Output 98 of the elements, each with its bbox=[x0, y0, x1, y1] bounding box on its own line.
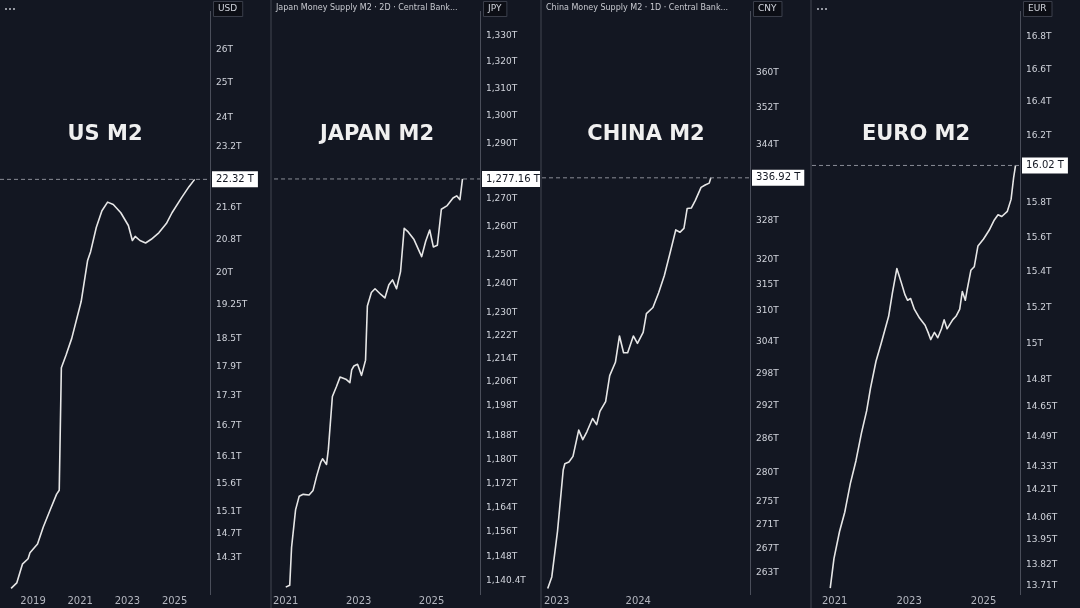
y-tick-label: 1,164T bbox=[486, 502, 518, 513]
y-tick-label: 26T bbox=[216, 44, 234, 55]
y-tick-label: 14.49T bbox=[1026, 430, 1058, 441]
ref-line-label: 1,277.16 T bbox=[486, 172, 541, 184]
y-tick-label: 352T bbox=[756, 102, 780, 113]
y-tick-label: 14.21T bbox=[1026, 483, 1058, 494]
y-tick-label: 16.1T bbox=[216, 451, 243, 462]
x-tick-label: 2021 bbox=[67, 594, 93, 606]
y-tick-label: 1,240T bbox=[486, 277, 518, 288]
x-tick-label: 2023 bbox=[114, 594, 141, 606]
y-tick-label: 263T bbox=[756, 566, 780, 577]
y-tick-label: 23.2T bbox=[216, 140, 243, 151]
y-tick-label: 24T bbox=[216, 112, 234, 123]
y-tick-label: 286T bbox=[756, 433, 780, 444]
y-tick-label: 292T bbox=[756, 400, 780, 411]
x-tick-label: 2025 bbox=[970, 594, 997, 606]
ref-line-label: 22.32 T bbox=[216, 172, 255, 184]
y-tick-label: 1,300T bbox=[486, 110, 518, 121]
y-tick-label: 13.95T bbox=[1026, 533, 1058, 544]
y-tick-label: 15.6T bbox=[216, 478, 243, 489]
y-tick-label: 1,260T bbox=[486, 221, 518, 232]
y-tick-label: 16.2T bbox=[1026, 129, 1053, 140]
y-tick-label: 1,148T bbox=[486, 551, 518, 562]
y-tick-label: 14.3T bbox=[216, 551, 243, 562]
y-tick-label: 360T bbox=[756, 66, 780, 77]
x-tick-label: 2023 bbox=[896, 594, 922, 606]
y-tick-label: 21.6T bbox=[216, 201, 243, 212]
y-axis-title: USD bbox=[218, 3, 238, 14]
chart-subtitle: Japan Money Supply M2 · 2D · Central Bank... bbox=[275, 3, 458, 13]
y-tick-label: 15T bbox=[1026, 337, 1044, 348]
ref-line-label: 336.92 T bbox=[756, 171, 802, 183]
y-tick-label: 1,230T bbox=[486, 306, 518, 317]
x-tick-label: 2025 bbox=[418, 594, 445, 606]
x-tick-label: 2024 bbox=[625, 594, 651, 606]
y-tick-label: 16.7T bbox=[216, 420, 243, 431]
y-tick-label: 1,330T bbox=[486, 29, 518, 40]
text: US M2 bbox=[67, 120, 143, 145]
y-tick-label: 1,290T bbox=[486, 137, 518, 148]
y-tick-label: 271T bbox=[756, 519, 780, 530]
y-tick-label: 1,198T bbox=[486, 400, 518, 411]
y-tick-label: 18.5T bbox=[216, 333, 243, 344]
y-tick-label: 1,270T bbox=[486, 193, 518, 204]
x-tick-label: 2025 bbox=[161, 594, 188, 606]
ref-line-label: 16.02 T bbox=[1026, 159, 1065, 171]
y-tick-label: 1,206T bbox=[486, 376, 518, 387]
y-tick-label: 1,320T bbox=[486, 56, 518, 67]
text: CHINA M2 bbox=[587, 120, 705, 145]
y-tick-label: 16.6T bbox=[1026, 63, 1053, 74]
y-tick-label: 17.9T bbox=[216, 361, 243, 372]
y-tick-label: 20T bbox=[216, 266, 234, 277]
y-tick-label: 1,214T bbox=[486, 353, 518, 364]
x-tick-label: 2019 bbox=[20, 594, 46, 606]
y-tick-label: 315T bbox=[756, 279, 780, 290]
y-tick-label: 1,250T bbox=[486, 249, 518, 260]
y-tick-label: 16.8T bbox=[1026, 31, 1053, 42]
y-tick-label: 328T bbox=[756, 214, 780, 225]
y-tick-label: 320T bbox=[756, 254, 780, 265]
y-tick-label: 14.33T bbox=[1026, 460, 1058, 471]
x-tick-label: 2021 bbox=[273, 594, 299, 606]
y-tick-label: 310T bbox=[756, 304, 780, 315]
y-tick-label: 15.8T bbox=[1026, 197, 1053, 208]
y-tick-label: 14.8T bbox=[1026, 373, 1053, 384]
y-tick-label: 17.3T bbox=[216, 390, 243, 401]
x-tick-label: 2021 bbox=[821, 594, 848, 606]
y-tick-label: 15.6T bbox=[1026, 231, 1053, 242]
y-axis-title: CNY bbox=[758, 3, 778, 14]
y-tick-label: 13.82T bbox=[1026, 558, 1058, 569]
y-tick-label: 20.8T bbox=[216, 233, 243, 244]
y-tick-label: 304T bbox=[756, 336, 780, 347]
x-tick-label: 2023 bbox=[345, 594, 372, 606]
y-tick-label: 1,172T bbox=[486, 477, 518, 488]
y-axis-title: JPY bbox=[487, 3, 502, 14]
x-tick-label: 2023 bbox=[543, 594, 570, 606]
y-tick-label: 16.4T bbox=[1026, 96, 1053, 107]
y-tick-label: 15.4T bbox=[1026, 266, 1053, 277]
y-tick-label: 1,156T bbox=[486, 526, 518, 537]
y-tick-label: 280T bbox=[756, 467, 780, 478]
y-axis-title: EUR bbox=[1028, 3, 1047, 14]
y-tick-label: 14.65T bbox=[1026, 401, 1058, 412]
y-tick-label: 15.1T bbox=[216, 505, 243, 516]
text: JAPAN M2 bbox=[317, 120, 435, 145]
text: EURO M2 bbox=[861, 120, 971, 145]
y-tick-label: 13.71T bbox=[1026, 580, 1058, 591]
y-tick-label: 298T bbox=[756, 367, 780, 378]
chart-subtitle: China Money Supply M2 · 1D · Central Bank... bbox=[546, 3, 729, 13]
y-tick-label: 25T bbox=[216, 77, 234, 88]
y-tick-label: 275T bbox=[756, 495, 780, 506]
y-tick-label: 1,310T bbox=[486, 83, 518, 94]
y-tick-label: 19.25T bbox=[216, 299, 248, 310]
y-tick-label: 14.06T bbox=[1026, 512, 1058, 523]
y-tick-label: 267T bbox=[756, 542, 780, 553]
y-tick-label: 1,222T bbox=[486, 329, 518, 340]
y-tick-label: 1,140.4T bbox=[486, 574, 527, 585]
y-tick-label: 14.7T bbox=[216, 528, 243, 539]
y-tick-label: 1,180T bbox=[486, 453, 518, 464]
y-tick-label: 1,188T bbox=[486, 429, 518, 440]
y-tick-label: 15.2T bbox=[1026, 301, 1053, 312]
y-tick-label: 344T bbox=[756, 139, 780, 150]
